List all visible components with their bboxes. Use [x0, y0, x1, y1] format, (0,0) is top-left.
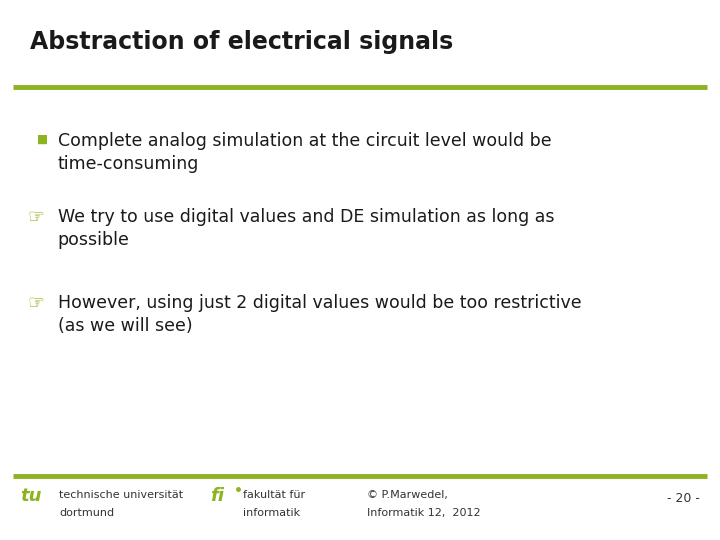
Text: We try to use digital values and DE simulation as long as
possible: We try to use digital values and DE simu…	[58, 208, 554, 249]
Text: Complete analog simulation at the circuit level would be
time-consuming: Complete analog simulation at the circui…	[58, 132, 552, 173]
Text: technische universität: technische universität	[59, 490, 183, 501]
Text: ■: ■	[37, 132, 48, 145]
Text: ☞: ☞	[27, 294, 44, 313]
Text: informatik: informatik	[243, 508, 300, 518]
Text: tu: tu	[20, 487, 42, 505]
Text: ☞: ☞	[27, 208, 44, 227]
Text: - 20 -: - 20 -	[667, 492, 700, 505]
Text: fakultät für: fakultät für	[243, 490, 305, 501]
Text: © P.Marwedel,: © P.Marwedel,	[367, 490, 448, 501]
Text: However, using just 2 digital values would be too restrictive
(as we will see): However, using just 2 digital values wou…	[58, 294, 581, 335]
Text: Informatik 12,  2012: Informatik 12, 2012	[367, 508, 481, 518]
Text: dortmund: dortmund	[59, 508, 114, 518]
Text: Abstraction of electrical signals: Abstraction of electrical signals	[30, 30, 454, 53]
Text: fi: fi	[210, 487, 224, 505]
